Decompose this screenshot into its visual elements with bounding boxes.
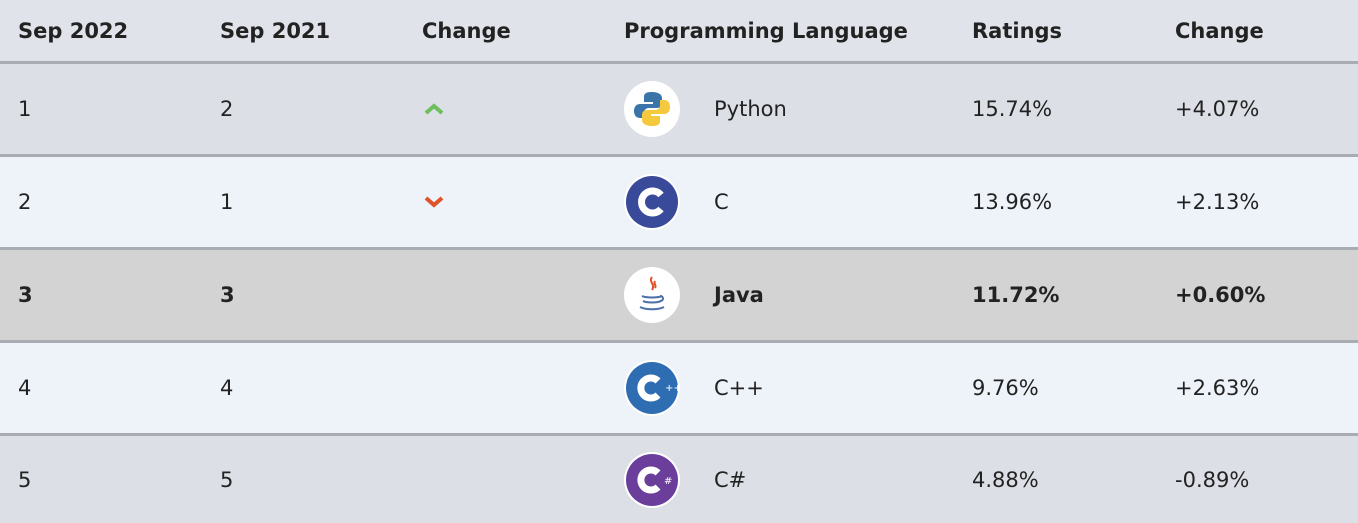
rank-2021: 1 xyxy=(220,190,234,214)
table-row: 3 3 Java 11.72% +0.60% xyxy=(0,250,1358,343)
header-cell: Ratings xyxy=(972,18,1063,43)
language: C# xyxy=(714,467,747,492)
header-cell: Change xyxy=(1175,18,1264,43)
rating: 4.88% xyxy=(972,467,1039,492)
csharp-logo: # xyxy=(624,451,680,508)
rank-2022: 2 xyxy=(18,190,32,214)
header-cell: Sep 2021 xyxy=(220,18,331,43)
rank-2021: 3 xyxy=(220,283,235,307)
up-arrow xyxy=(424,103,444,115)
table-row: 2 1 C 13.96% +2.13% xyxy=(0,157,1358,250)
table-row: 5 5 # C# 4.88% -0.89% xyxy=(0,436,1358,523)
rating: 11.72% xyxy=(972,283,1060,307)
table-row: 1 2 Python 15.74% +4.07% xyxy=(0,64,1358,157)
change: +2.13% xyxy=(1175,190,1260,214)
svg-text:#: # xyxy=(664,476,672,487)
header-cell: Sep 2022 xyxy=(18,18,129,43)
python-logo xyxy=(624,81,680,137)
rank-2022: 4 xyxy=(18,376,32,400)
header-cell: Change xyxy=(422,18,511,43)
language: Java xyxy=(714,283,764,307)
rank-2022: 3 xyxy=(18,283,33,307)
rank-2022: 5 xyxy=(18,467,32,492)
rank-2021: 2 xyxy=(220,97,234,121)
rating: 15.74% xyxy=(972,97,1053,121)
change: -0.89% xyxy=(1175,467,1250,492)
header-cell: Programming Language xyxy=(624,18,908,43)
rating: 13.96% xyxy=(972,190,1053,214)
java-logo xyxy=(624,267,680,323)
down-arrow xyxy=(424,196,444,208)
svg-text:++: ++ xyxy=(665,383,680,394)
change: +2.63% xyxy=(1175,376,1260,400)
table-row: 4 4 ++ C++ 9.76% +2.63% xyxy=(0,343,1358,436)
change: +4.07% xyxy=(1175,97,1260,121)
rating: 9.76% xyxy=(972,376,1039,400)
language: Python xyxy=(714,97,787,121)
rank-2021: 5 xyxy=(220,467,234,492)
rank-2022: 1 xyxy=(18,97,32,121)
rank-2021: 4 xyxy=(220,376,234,400)
c-logo xyxy=(624,174,680,230)
cpp-logo: ++ xyxy=(624,360,680,416)
header-row: Sep 2022 Sep 2021 Change Programming Lan… xyxy=(0,0,1358,64)
language: C++ xyxy=(714,376,764,400)
language: C xyxy=(714,190,729,214)
change: +0.60% xyxy=(1175,283,1266,307)
